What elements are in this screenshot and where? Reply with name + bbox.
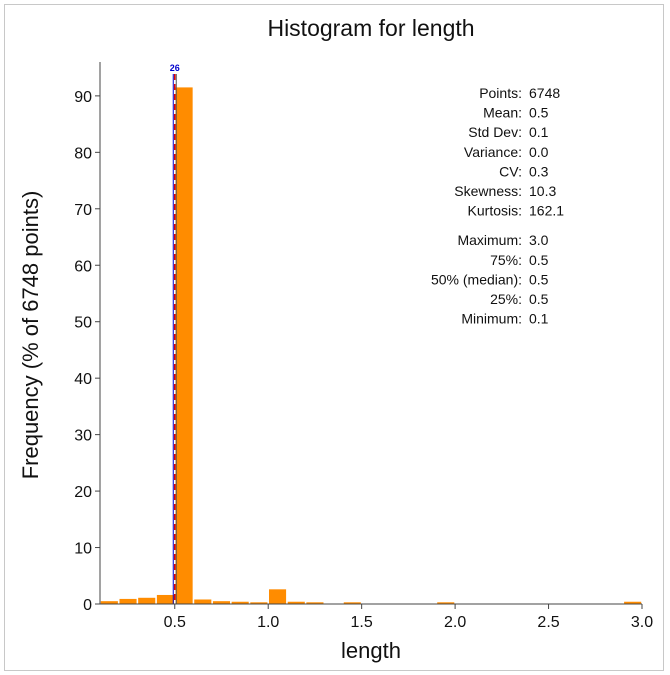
stat-value: 6748 (529, 85, 560, 101)
y-tick-label: 70 (74, 202, 92, 219)
histogram-bar (624, 601, 642, 604)
histogram-bar (100, 601, 118, 604)
stat-value: 0.5 (529, 105, 549, 121)
stat-value: 0.5 (529, 252, 549, 268)
y-tick-label: 90 (74, 89, 92, 106)
statistics-panel: Points: 6748 Mean: 0.5 Std Dev: 0.1 Variance: 0… (431, 85, 564, 327)
stat-label: Points: (479, 85, 522, 101)
stat-label: Variance: (464, 144, 522, 160)
stat-value: 0.1 (529, 124, 549, 140)
stat-label: 50% (median): (431, 271, 522, 287)
x-tick-label: 1.0 (257, 614, 279, 631)
histogram-bar (175, 87, 193, 604)
marker-label: 26 (170, 63, 180, 73)
y-tick-label: 80 (74, 145, 92, 162)
histogram-bar (231, 601, 249, 604)
stat-value: 3.0 (529, 232, 549, 248)
histogram-bars (100, 87, 642, 604)
x-tick-label: 2.0 (444, 614, 466, 631)
x-axis-label: length (341, 638, 401, 663)
y-tick-label: 60 (74, 258, 92, 275)
stat-label: Mean: (483, 105, 522, 121)
y-tick-label: 40 (74, 371, 92, 388)
histogram-bar (437, 602, 455, 604)
stat-value: 0.5 (529, 291, 549, 307)
stat-label: Minimum: (461, 311, 522, 327)
histogram-bar (343, 602, 361, 604)
x-tick-label: 0.5 (164, 614, 186, 631)
chart-title: Histogram for length (267, 15, 474, 41)
stat-label: Maximum: (457, 232, 522, 248)
y-tick-label: 50 (74, 315, 92, 332)
y-tick-label: 30 (74, 428, 92, 445)
stat-value: 0.1 (529, 311, 549, 327)
stat-markers: 26 (170, 63, 180, 604)
x-tick-label: 2.5 (537, 614, 559, 631)
stat-label: 25%: (490, 291, 522, 307)
histogram-bar (138, 597, 156, 604)
stat-value: 0.3 (529, 163, 549, 179)
stat-label: 75%: (490, 252, 522, 268)
histogram-bar (306, 602, 324, 604)
stat-label: Skewness: (454, 183, 522, 199)
stat-value: 162.1 (529, 203, 564, 219)
stat-label: CV: (499, 163, 522, 179)
histogram-bar (156, 594, 174, 604)
histogram-bar (250, 602, 268, 604)
y-tick-label: 20 (74, 484, 92, 501)
histogram-bar (287, 601, 305, 604)
stat-label: Kurtosis: (468, 203, 522, 219)
y-axis-label: Frequency (% of 6748 points) (18, 191, 43, 480)
stat-value: 10.3 (529, 183, 556, 199)
histogram-bar (269, 589, 287, 604)
y-tick-label: 0 (83, 597, 92, 614)
histogram-bar (194, 599, 212, 604)
stat-value: 0.0 (529, 144, 549, 160)
stat-label: Std Dev: (468, 124, 522, 140)
histogram-bar (119, 598, 137, 604)
y-tick-label: 10 (74, 541, 92, 558)
x-tick-label: 1.5 (351, 614, 373, 631)
stat-value: 0.5 (529, 271, 549, 287)
chart-frame (4, 4, 664, 671)
histogram-bar (212, 601, 231, 604)
x-tick-label: 3.0 (631, 614, 653, 631)
axes: 0 10 20 30 40 50 60 70 80 90 0.5 1.0 1.5 2.0 2.5 3.0 (74, 62, 653, 631)
